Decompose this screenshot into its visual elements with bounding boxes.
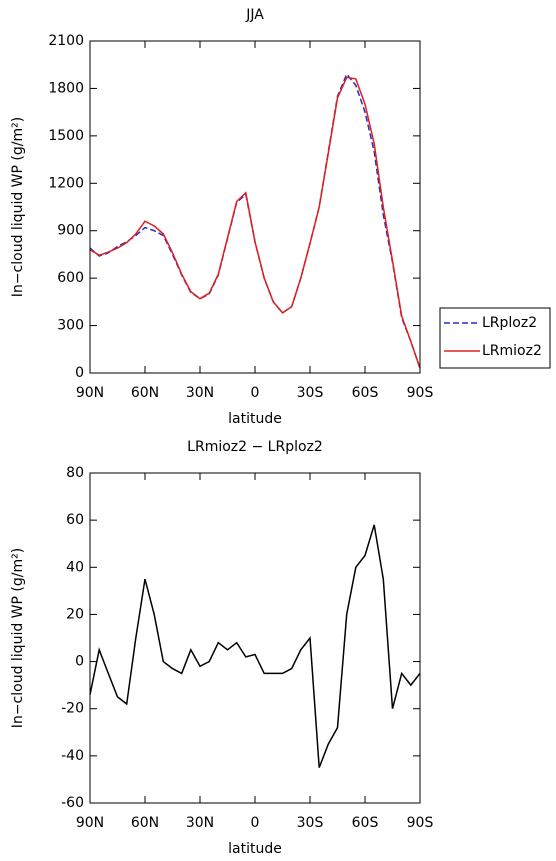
y-tick-label: 2100 (48, 33, 84, 49)
x-tick-label: 90N (76, 815, 104, 831)
y-tick-label: 1500 (48, 128, 84, 144)
y-axis-label: In−cloud liquid WP (g/m²) (10, 548, 26, 728)
y-tick-label: 60 (66, 512, 84, 528)
x-tick-label: 30N (186, 815, 214, 831)
y-axis-label: In−cloud liquid WP (g/m²) (10, 117, 26, 297)
legend-label: LRmioz2 (482, 343, 542, 359)
y-tick-label: 0 (75, 365, 84, 381)
plot-frame (89, 40, 421, 374)
x-tick-label: 30S (297, 815, 324, 831)
x-tick-label: 60S (352, 815, 379, 831)
x-tick-label: 60N (131, 815, 159, 831)
y-tick-label: 80 (66, 465, 84, 481)
x-tick-label: 90S (407, 815, 434, 831)
y-tick-label: -20 (61, 701, 84, 717)
legend-label: LRploz2 (482, 315, 537, 331)
x-tick-label: 0 (251, 815, 260, 831)
data-line (89, 524, 421, 768)
x-axis-label: latitude (228, 841, 282, 857)
x-tick-label: 90N (76, 385, 104, 401)
x-tick-label: 30S (297, 385, 324, 401)
data-line (89, 72, 421, 369)
y-tick-label: 0 (75, 654, 84, 670)
chart-title: LRmioz2 − LRploz2 (187, 439, 323, 455)
chart-title: JJA (245, 7, 264, 23)
y-tick-label: 900 (57, 223, 84, 239)
plot-frame (89, 472, 421, 804)
y-tick-label: 1200 (48, 175, 84, 191)
x-tick-label: 60N (131, 385, 159, 401)
y-tick-label: 1800 (48, 80, 84, 96)
x-tick-label: 60S (352, 385, 379, 401)
x-axis-label: latitude (228, 411, 282, 427)
x-tick-label: 90S (407, 385, 434, 401)
y-tick-label: 40 (66, 559, 84, 575)
y-tick-label: 600 (57, 270, 84, 286)
y-tick-label: -60 (61, 795, 84, 811)
y-tick-label: -40 (61, 748, 84, 764)
x-tick-label: 0 (251, 385, 260, 401)
data-line (89, 76, 421, 369)
x-tick-label: 30N (186, 385, 214, 401)
legend-box (439, 307, 551, 369)
y-tick-label: 20 (66, 606, 84, 622)
y-tick-label: 300 (57, 318, 84, 334)
